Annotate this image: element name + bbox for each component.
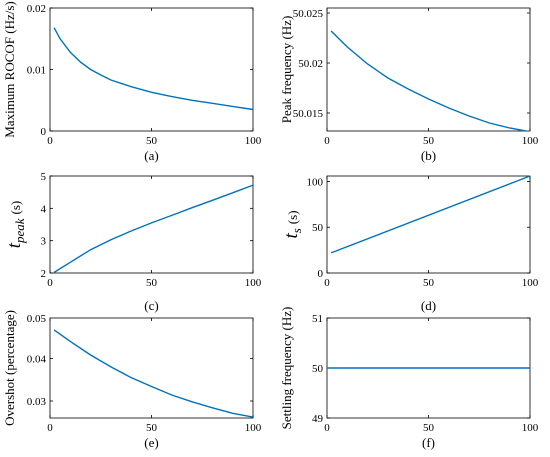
y-axis-label: Settling frequency (Hz)	[279, 307, 294, 430]
x-tick-label: 50	[146, 277, 158, 289]
x-tick-label: 50	[423, 135, 435, 147]
y-tick-label: 0.03	[27, 396, 47, 408]
y-axis-label-main: t	[4, 242, 25, 248]
panel-caption: (e)	[144, 435, 158, 450]
panel-caption: (a)	[144, 148, 158, 163]
x-tick-label: 0	[47, 135, 53, 147]
x-tick-label: 100	[245, 422, 262, 434]
y-tick-label: 100	[307, 176, 324, 188]
y-tick-label: 2	[41, 268, 47, 280]
y-tick-label: 51	[312, 313, 323, 325]
y-axis-label: Peak frequency (Hz)	[279, 16, 294, 124]
x-tick-label: 0	[324, 277, 330, 289]
y-tick-label: 0	[41, 126, 47, 138]
y-tick-label: 0.04	[27, 353, 47, 365]
y-axis-label-sub: peak	[12, 218, 27, 244]
panel-caption: (b)	[421, 148, 436, 163]
y-tick-label: 50	[312, 363, 324, 375]
x-tick-label: 100	[522, 135, 539, 147]
panel-e: 0 50 100 0.03 0.04 0.05 Overshot (percentage) (…	[2, 310, 262, 450]
y-tick-label: 50.015	[293, 108, 324, 120]
series-line	[330, 175, 531, 254]
series-line	[53, 184, 254, 273]
y-axis-label: Maximum ROCOF (Hz/s)	[2, 1, 17, 138]
x-tick-label: 50	[423, 422, 435, 434]
x-tick-label: 100	[522, 277, 539, 289]
y-tick-label: 4	[41, 203, 47, 215]
plot-frame	[49, 7, 254, 132]
x-tick-label: 100	[245, 277, 262, 289]
y-tick-label: 50	[312, 222, 324, 234]
y-tick-label: 49	[312, 413, 324, 425]
y-tick-label: 50.02	[298, 58, 323, 70]
panel-d: 0 50 100 0 50 100 ts (s) (d)	[281, 175, 539, 313]
x-tick-label: 0	[324, 422, 330, 434]
panel-caption: (f)	[422, 435, 435, 450]
y-axis-label-unit: (s)	[8, 201, 23, 215]
panel-caption: (c)	[144, 298, 158, 313]
panel-a: 0 50 100 0 0.01 0.02 Maximum ROCOF (Hz/s) (a)	[2, 1, 262, 163]
series-line	[330, 30, 527, 132]
y-tick-label: 0.05	[27, 313, 47, 325]
y-tick-label: 3	[41, 236, 47, 248]
y-tick-label: 5	[41, 171, 47, 183]
series-line	[53, 329, 254, 418]
panel-c: 0 50 100 2 3 4 5 tpeak (s) (c)	[4, 171, 262, 313]
y-tick-label: 50.025	[293, 8, 324, 20]
x-tick-label: 0	[324, 135, 330, 147]
y-tick-label: 0	[318, 268, 324, 280]
plot-frame	[49, 175, 254, 274]
y-tick-label: 0.01	[27, 65, 46, 77]
x-tick-label: 0	[47, 277, 53, 289]
x-tick-label: 50	[146, 135, 158, 147]
panel-caption: (d)	[421, 298, 436, 313]
plot-frame	[326, 7, 531, 132]
x-tick-label: 0	[47, 422, 53, 434]
plot-frame	[326, 175, 531, 274]
y-axis-label-main: t	[281, 233, 302, 239]
y-axis-label: tpeak (s)	[4, 201, 27, 249]
plot-frame	[49, 317, 254, 419]
x-tick-label: 100	[522, 422, 539, 434]
y-tick-label: 0.02	[27, 3, 46, 15]
x-tick-label: 50	[146, 422, 158, 434]
x-tick-label: 100	[245, 135, 262, 147]
y-axis-label: ts (s)	[281, 210, 304, 238]
y-axis-label-sub: s	[289, 228, 304, 233]
y-axis-label-unit: (s)	[285, 210, 300, 224]
series-line	[53, 27, 254, 111]
y-axis-label: Overshot (percentage)	[2, 310, 17, 426]
panel-f: 0 50 100 49 50 51 Settling frequency (Hz) (f)	[279, 307, 539, 450]
x-tick-label: 50	[423, 277, 435, 289]
